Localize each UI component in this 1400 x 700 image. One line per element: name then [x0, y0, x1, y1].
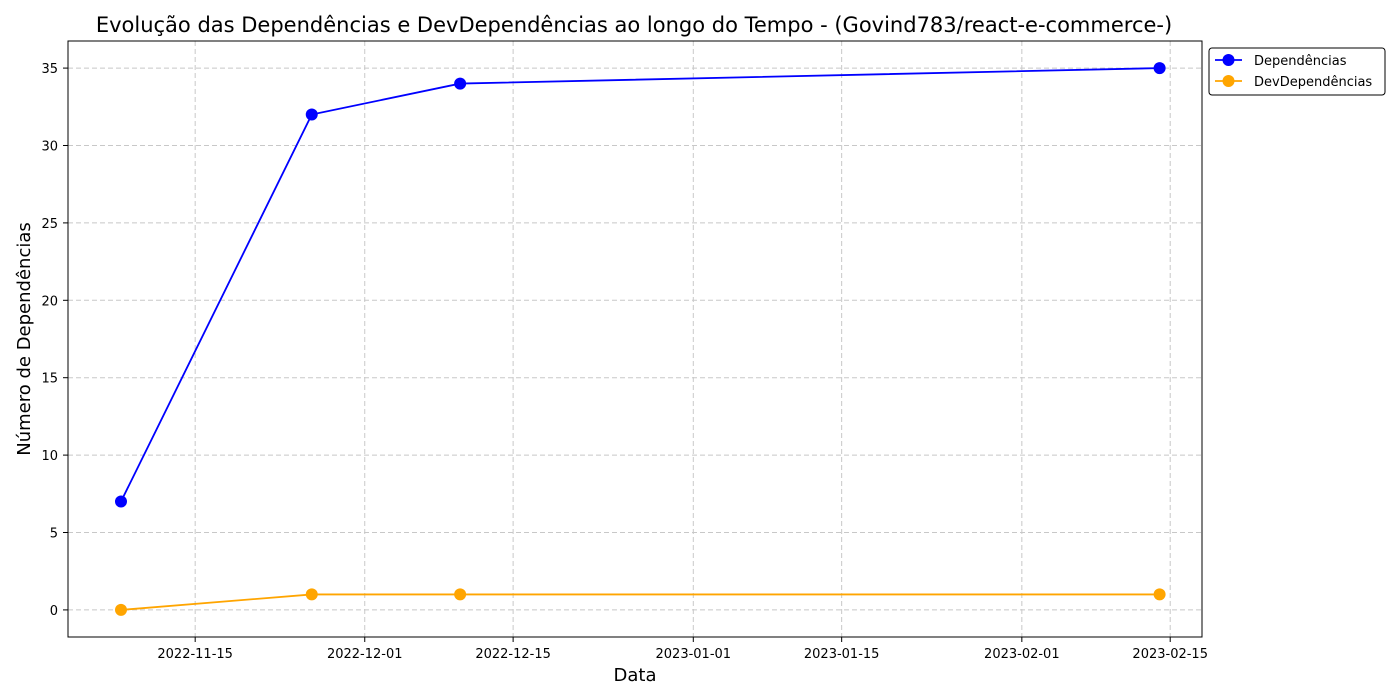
series-point-devdependencias — [305, 588, 318, 601]
y-tick-label: 35 — [41, 62, 58, 77]
series-layer — [114, 62, 1166, 616]
x-tick-label: 2023-01-01 — [656, 647, 732, 662]
legend-label-devdependencias: DevDependências — [1254, 75, 1372, 90]
y-tick-label: 30 — [41, 139, 58, 154]
series-line-dependencias — [120, 67, 1160, 502]
y-tick-label: 25 — [41, 217, 58, 232]
y-tick-label: 5 — [50, 527, 58, 542]
x-tick-label: 2022-12-01 — [327, 647, 403, 662]
x-tick-label: 2022-12-15 — [475, 647, 551, 662]
series-point-dependencias — [454, 77, 467, 90]
x-axis-label: Data — [614, 665, 657, 686]
y-tick-label: 10 — [41, 449, 58, 464]
x-tick-label: 2022-11-15 — [157, 647, 233, 662]
legend-marker-dependencias — [1222, 54, 1235, 66]
x-tick-label: 2023-01-15 — [804, 647, 880, 662]
x-tick-label: 2023-02-01 — [984, 647, 1060, 662]
y-tick-label: 15 — [41, 372, 58, 387]
y-axis-label: Número de Dependências — [14, 222, 35, 456]
y-tick-label: 0 — [50, 604, 58, 619]
x-tick-label: 2023-02-15 — [1132, 647, 1208, 662]
legend-label-dependencias: Dependências — [1254, 54, 1347, 69]
series-point-devdependencias — [114, 603, 127, 616]
series-point-dependencias — [1153, 62, 1166, 75]
series-point-devdependencias — [1153, 588, 1166, 601]
x-axis-ticks: 2022-11-15 2022-12-01 2022-12-15 2023-01-01… — [157, 637, 1208, 662]
chart-title: Evolução das Dependências e DevDependênc… — [96, 13, 1172, 37]
series-point-dependencias — [305, 108, 318, 121]
legend: Dependências DevDependências — [1208, 47, 1386, 96]
series-point-devdependencias — [454, 588, 467, 601]
series-line-devdependencias — [120, 593, 1160, 611]
series-point-dependencias — [114, 495, 127, 508]
legend-box — [1208, 47, 1386, 96]
plot-frame — [67, 40, 1203, 638]
grid-layer — [68, 41, 1202, 637]
y-axis-ticks: 0 5 10 15 20 25 30 35 — [41, 62, 68, 619]
legend-marker-devdependencias — [1222, 75, 1235, 87]
y-tick-label: 20 — [41, 294, 58, 309]
